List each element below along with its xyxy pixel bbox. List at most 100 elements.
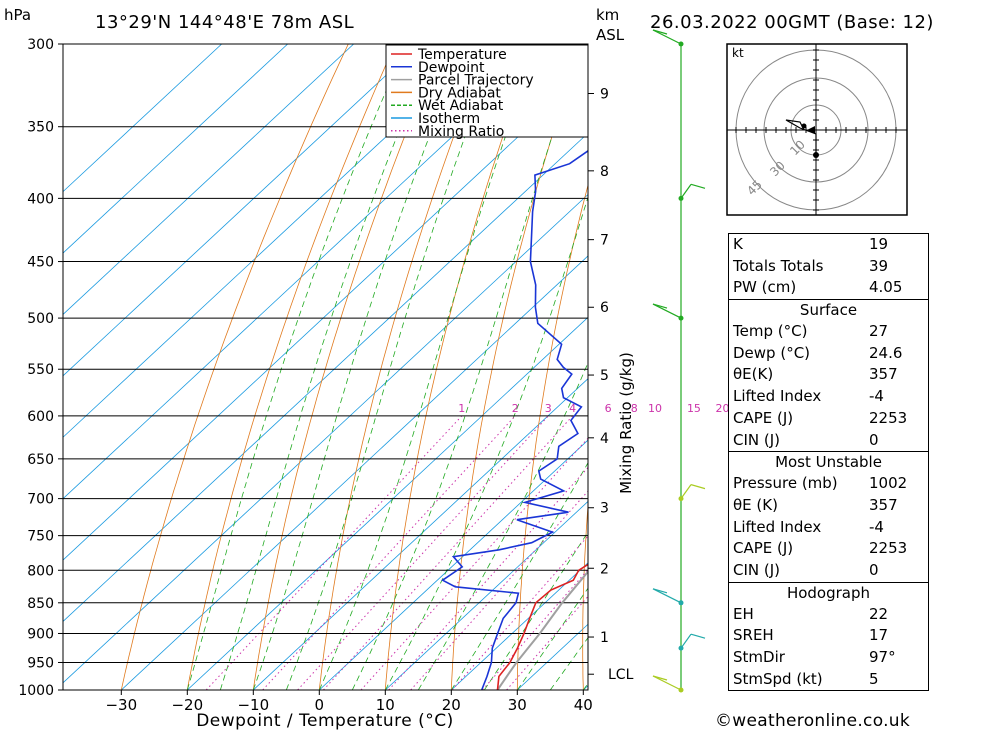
index-row: K 19 [729,234,928,256]
wet-adiabat-line [186,44,407,690]
wind-barb-feather [690,633,706,639]
wind-barb-feather [690,484,706,490]
index-row: Totals Totals 39 [729,256,928,278]
index-row: PW (cm) 4.05 [729,277,928,299]
index-label: Dewp (°C) [733,343,811,362]
temperature-tick-label: −30 [105,696,137,714]
dry-adiabat-line [582,501,588,690]
km-axis: 1 2 3 4 5 6 7 8 9 LCL [588,87,634,683]
index-row: θE (K) 357 [729,495,928,517]
legend-label: Mixing Ratio [418,124,504,140]
index-value: 24.6 [869,343,903,362]
index-value: 19 [869,235,889,253]
temperature-tick-label: 0 [315,696,325,714]
temperature-tick-label: 30 [508,696,527,714]
index-label: EH [733,604,754,623]
index-row: Pressure (mb) 1002 [729,473,928,495]
isotherm-line [319,439,588,690]
km-tick-label: 4 [600,431,609,447]
storm-motion-marker [807,126,815,134]
index-value: 2253 [869,539,908,558]
legend-label: Isotherm [418,111,480,127]
dewpoint-profile [441,149,588,690]
legend-label: Parcel Trajectory [418,73,534,89]
index-value: 5 [869,669,879,688]
pressure-tick-label: 450 [27,255,54,271]
datetime-title: 26.03.2022 00GMT (Base: 12) [650,12,934,33]
index-label: CIN (J) [733,560,781,579]
mixing-ratio-line [360,437,588,690]
mixing-ratio-line [451,535,588,690]
index-row: θE(K) 357 [729,364,928,386]
isotherm-line [63,44,420,377]
index-label: Totals Totals [733,256,824,275]
km-tick-label: 3 [600,501,609,517]
index-value: 17 [869,626,889,645]
mixing-ratio-line [482,568,588,690]
mixing-ratio-line [205,415,463,690]
dry-adiabat-line [936,44,979,690]
wind-barb-staff [652,588,682,604]
index-value: 27 [869,322,889,341]
hodograph-trace [785,119,817,155]
lcl-label: LCL [608,667,634,683]
isotherm-line [63,44,553,500]
pressure-tick-label: 950 [27,655,54,671]
hodograph-point [813,152,819,158]
pressure-tick-label: 850 [27,596,54,612]
mixing-ratio-label: 2 [512,402,519,415]
index-row: CIN (J) 0 [729,430,928,452]
temperature-profile [496,563,588,690]
temperature-axis: −30 −20 −10 0 10 20 30 40 [105,690,593,714]
index-label: θE(K) [733,365,774,384]
mixing-ratio-line [388,466,588,690]
wind-barb-feather [652,29,668,35]
index-label: Pressure (mb) [733,474,838,493]
mixing-ratio-label: 8 [631,402,638,415]
index-value: -4 [869,517,884,536]
x-axis-label: Dewpoint / Temperature (°C) [196,711,454,731]
index-label: SREH [733,626,774,645]
temperature-tick-label: 10 [376,696,395,714]
wind-barb-staff [680,484,692,499]
pressure-tick-label: 600 [27,409,54,425]
legend-label: Dewpoint [418,60,485,76]
isotherm-line [63,44,222,193]
index-value: 0 [869,430,879,449]
index-label: Lifted Index [733,517,822,536]
wind-barbs [652,29,706,693]
index-value: 4.05 [869,278,903,297]
wet-adiabat-line [384,195,588,690]
km-tick-label: 6 [600,300,609,316]
index-value: 22 [869,604,889,623]
pressure-axis: 300 350 400 450 500 550 600 650 700 750 800 850 900 9… [18,37,63,699]
mixing-ratio-axis-label: Mixing Ratio (g/kg) [617,352,635,494]
temperature-tick-label: −10 [237,696,269,714]
index-label: StmDir [733,648,785,666]
temperature-tick-label: 20 [442,696,461,714]
pressure-tick-label: 700 [27,492,54,508]
profiles [441,149,588,690]
index-label: CIN (J) [733,430,781,449]
dry-adiabat-line [120,44,349,690]
index-label: K [733,235,743,253]
index-label: CAPE (J) [733,408,794,427]
wind-barb-staff [652,303,682,319]
legend-label: Wet Adiabat [418,98,504,114]
index-value: 39 [869,256,889,275]
index-row: CAPE (J) 2253 [729,538,928,560]
wind-barb-feather [652,303,668,309]
index-value: 1002 [869,474,908,493]
isotherm-line [63,44,288,254]
index-row: CIN (J) 0 [729,560,928,582]
index-label: Lifted Index [733,387,822,406]
hodograph-point [801,123,807,129]
dry-adiabat-line [318,44,489,690]
isotherm-line [385,500,588,690]
parcel-trajectory-profile [496,570,588,690]
pressure-tick-label: 350 [27,120,54,136]
index-row: Dewp (°C) 24.6 [729,343,928,365]
wind-barb-staff [680,184,692,199]
dry-adiabat-line [990,44,1000,690]
